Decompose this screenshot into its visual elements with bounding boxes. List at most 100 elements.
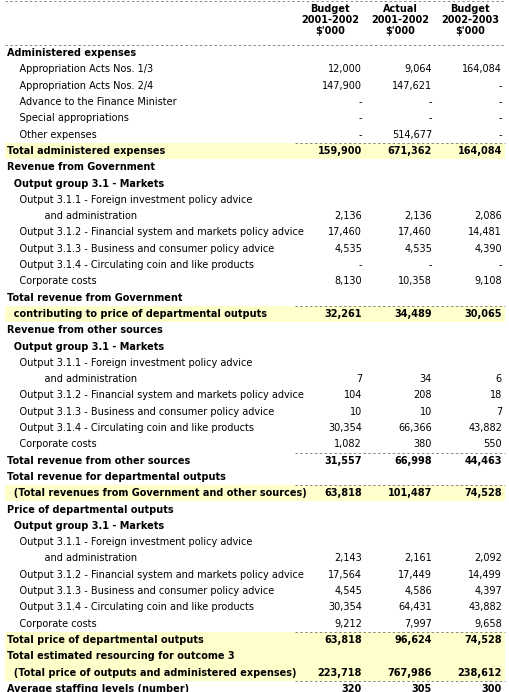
Text: Appropriation Acts Nos. 1/3: Appropriation Acts Nos. 1/3 xyxy=(7,64,153,75)
Text: -: - xyxy=(497,97,501,107)
Text: Corporate costs: Corporate costs xyxy=(7,619,96,628)
Text: 2002-2003: 2002-2003 xyxy=(440,15,498,25)
Text: -: - xyxy=(358,113,361,123)
Text: 159,900: 159,900 xyxy=(317,146,361,156)
Text: 32,261: 32,261 xyxy=(324,309,361,319)
Text: Revenue from other sources: Revenue from other sources xyxy=(7,325,162,335)
Text: Advance to the Finance Minister: Advance to the Finance Minister xyxy=(7,97,176,107)
Text: 2,136: 2,136 xyxy=(333,211,361,221)
Text: Output 3.1.2 - Financial system and markets policy advice: Output 3.1.2 - Financial system and mark… xyxy=(7,228,303,237)
Text: $'000: $'000 xyxy=(454,26,484,36)
Text: 671,362: 671,362 xyxy=(387,146,431,156)
Text: 17,564: 17,564 xyxy=(327,570,361,580)
Text: 30,065: 30,065 xyxy=(464,309,501,319)
Text: 9,212: 9,212 xyxy=(333,619,361,628)
Text: 4,390: 4,390 xyxy=(473,244,501,254)
Text: Output 3.1.3 - Business and consumer policy advice: Output 3.1.3 - Business and consumer pol… xyxy=(7,244,274,254)
Text: 104: 104 xyxy=(343,390,361,401)
Text: Price of departmental outputs: Price of departmental outputs xyxy=(7,504,173,515)
Text: 164,084: 164,084 xyxy=(461,64,501,75)
Text: 6: 6 xyxy=(495,374,501,384)
Text: 4,535: 4,535 xyxy=(333,244,361,254)
Text: and administration: and administration xyxy=(7,554,137,563)
Text: 2001-2002: 2001-2002 xyxy=(300,15,358,25)
Text: 64,431: 64,431 xyxy=(398,602,431,612)
Text: 17,460: 17,460 xyxy=(327,228,361,237)
Text: 305: 305 xyxy=(411,684,431,692)
Text: Average staffing levels (number): Average staffing levels (number) xyxy=(7,684,189,692)
Text: 34,489: 34,489 xyxy=(393,309,431,319)
Text: 550: 550 xyxy=(483,439,501,449)
Text: Special appropriations: Special appropriations xyxy=(7,113,129,123)
Text: 18: 18 xyxy=(489,390,501,401)
Text: Total administered expenses: Total administered expenses xyxy=(7,146,165,156)
Text: Actual: Actual xyxy=(382,4,417,14)
Text: Budget: Budget xyxy=(449,4,489,14)
Text: -: - xyxy=(428,113,431,123)
Text: 2,161: 2,161 xyxy=(404,554,431,563)
Text: 4,586: 4,586 xyxy=(404,586,431,596)
Text: 208: 208 xyxy=(413,390,431,401)
Text: and administration: and administration xyxy=(7,211,137,221)
Text: -: - xyxy=(428,97,431,107)
Text: 7,997: 7,997 xyxy=(403,619,431,628)
Text: Administered expenses: Administered expenses xyxy=(7,48,136,58)
Text: Total revenue from other sources: Total revenue from other sources xyxy=(7,455,190,466)
Text: contributing to price of departmental outputs: contributing to price of departmental ou… xyxy=(7,309,267,319)
Text: 238,612: 238,612 xyxy=(457,668,501,677)
Text: Other expenses: Other expenses xyxy=(7,129,97,140)
Text: 10: 10 xyxy=(349,407,361,417)
Text: 63,818: 63,818 xyxy=(324,635,361,645)
Text: 74,528: 74,528 xyxy=(464,635,501,645)
Text: 43,882: 43,882 xyxy=(467,423,501,433)
Text: 17,460: 17,460 xyxy=(398,228,431,237)
Text: -: - xyxy=(358,260,361,270)
Text: 2,136: 2,136 xyxy=(404,211,431,221)
Bar xyxy=(5,648,504,664)
Text: (Total price of outputs and administered expenses): (Total price of outputs and administered… xyxy=(7,668,296,677)
Text: 96,624: 96,624 xyxy=(394,635,431,645)
Text: 223,718: 223,718 xyxy=(317,668,361,677)
Text: -: - xyxy=(358,129,361,140)
Bar xyxy=(5,306,504,322)
Text: 43,882: 43,882 xyxy=(467,602,501,612)
Text: 66,366: 66,366 xyxy=(398,423,431,433)
Text: -: - xyxy=(497,260,501,270)
Text: and administration: and administration xyxy=(7,374,137,384)
Text: -: - xyxy=(358,97,361,107)
Text: 380: 380 xyxy=(413,439,431,449)
Text: Total revenue for departmental outputs: Total revenue for departmental outputs xyxy=(7,472,225,482)
Text: Corporate costs: Corporate costs xyxy=(7,439,96,449)
Text: 2001-2002: 2001-2002 xyxy=(370,15,428,25)
Text: Output 3.1.2 - Financial system and markets policy advice: Output 3.1.2 - Financial system and mark… xyxy=(7,390,303,401)
Text: 4,397: 4,397 xyxy=(473,586,501,596)
Text: Output group 3.1 - Markets: Output group 3.1 - Markets xyxy=(7,342,164,352)
Text: 4,535: 4,535 xyxy=(403,244,431,254)
Text: Output 3.1.1 - Foreign investment policy advice: Output 3.1.1 - Foreign investment policy… xyxy=(7,195,252,205)
Text: 31,557: 31,557 xyxy=(324,455,361,466)
Text: 74,528: 74,528 xyxy=(464,489,501,498)
Text: Output 3.1.4 - Circulating coin and like products: Output 3.1.4 - Circulating coin and like… xyxy=(7,260,253,270)
Text: Total estimated resourcing for outcome 3: Total estimated resourcing for outcome 3 xyxy=(7,651,234,662)
Text: 300: 300 xyxy=(481,684,501,692)
Text: $'000: $'000 xyxy=(384,26,414,36)
Bar xyxy=(5,664,504,681)
Text: -: - xyxy=(497,81,501,91)
Text: Output 3.1.1 - Foreign investment policy advice: Output 3.1.1 - Foreign investment policy… xyxy=(7,358,252,368)
Text: 30,354: 30,354 xyxy=(327,602,361,612)
Text: Output 3.1.3 - Business and consumer policy advice: Output 3.1.3 - Business and consumer pol… xyxy=(7,586,274,596)
Text: 320: 320 xyxy=(341,684,361,692)
Text: 101,487: 101,487 xyxy=(387,489,431,498)
Text: Output 3.1.4 - Circulating coin and like products: Output 3.1.4 - Circulating coin and like… xyxy=(7,423,253,433)
Text: -: - xyxy=(497,113,501,123)
Bar xyxy=(5,485,504,502)
Text: Output 3.1.2 - Financial system and markets policy advice: Output 3.1.2 - Financial system and mark… xyxy=(7,570,303,580)
Text: 66,998: 66,998 xyxy=(393,455,431,466)
Text: 147,900: 147,900 xyxy=(321,81,361,91)
Text: 7: 7 xyxy=(495,407,501,417)
Text: Output 3.1.1 - Foreign investment policy advice: Output 3.1.1 - Foreign investment policy… xyxy=(7,537,252,547)
Text: -: - xyxy=(497,129,501,140)
Text: 14,481: 14,481 xyxy=(467,228,501,237)
Text: 4,545: 4,545 xyxy=(333,586,361,596)
Text: Total price of departmental outputs: Total price of departmental outputs xyxy=(7,635,204,645)
